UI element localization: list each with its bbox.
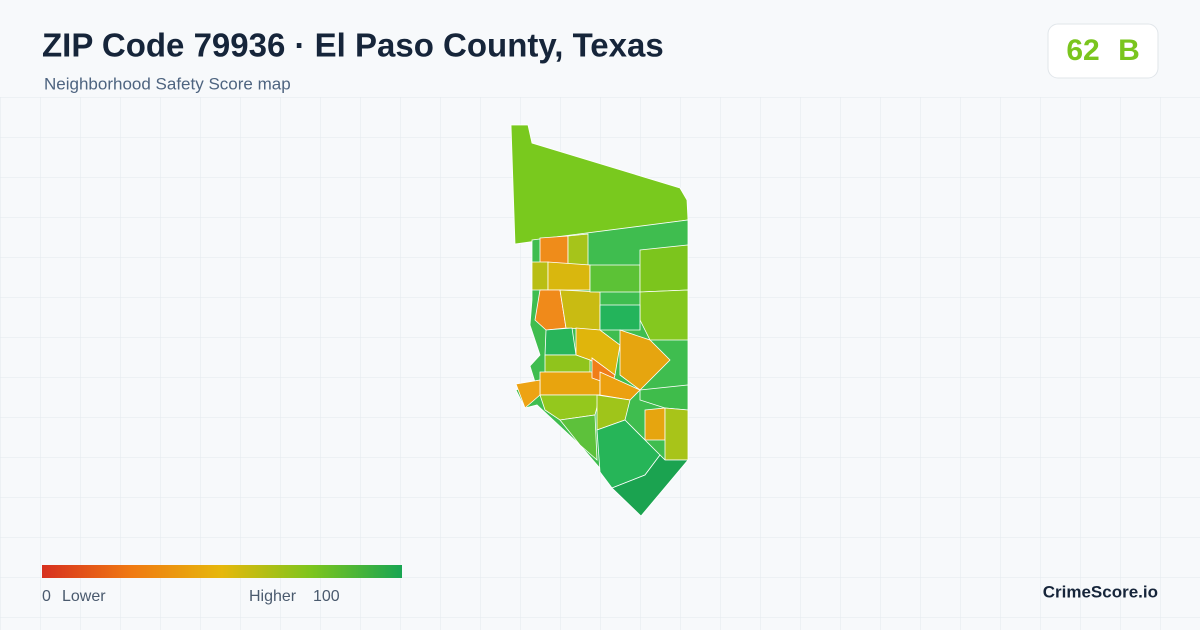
score-grade: B: [1118, 34, 1140, 67]
title: ZIP Code 79936 · El Paso County, Texas: [42, 27, 664, 64]
legend-min-label: Lower: [62, 588, 106, 605]
legend-max-label: Higher: [249, 588, 297, 605]
legend-min: 0: [42, 588, 51, 605]
score-value: 62: [1066, 34, 1099, 67]
legend-gradient: [42, 565, 402, 578]
subtitle: Neighborhood Safety Score map: [44, 74, 291, 93]
score-badge: [1047, 23, 1159, 79]
legend-max: 100: [313, 588, 340, 605]
zip-map: [510, 124, 689, 517]
brand: CrimeScore.io: [1043, 582, 1158, 601]
